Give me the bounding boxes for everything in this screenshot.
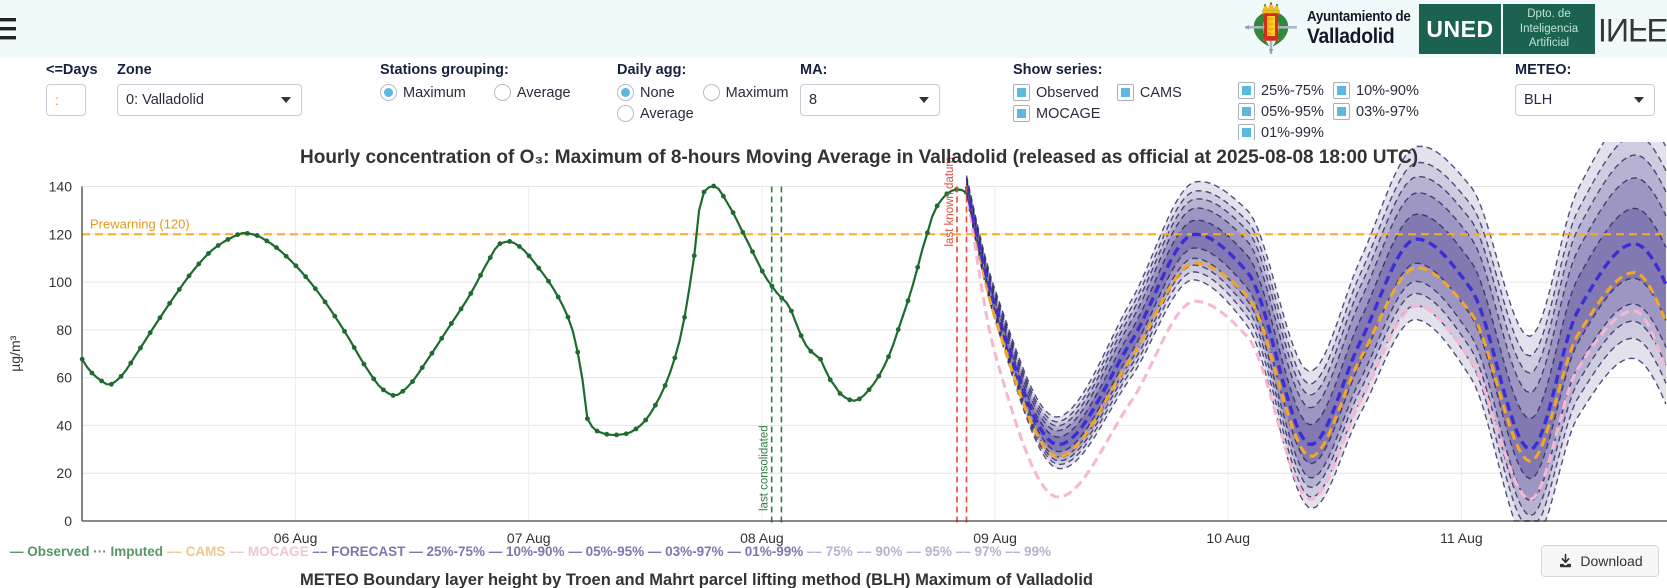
svg-text:Hourly concentration of O₃: Ma: Hourly concentration of O₃: Maximum of 8… (300, 147, 1418, 168)
svg-text:last consolidated: last consolidated (759, 425, 771, 511)
svg-text:40: 40 (56, 417, 72, 433)
svg-text:20: 20 (56, 465, 72, 481)
svg-text:µg/m³: µg/m³ (7, 335, 23, 371)
svg-text:100: 100 (49, 274, 73, 290)
svg-text:80: 80 (56, 322, 72, 338)
svg-text:60: 60 (56, 370, 72, 386)
svg-text:Prewarning (120): Prewarning (120) (90, 216, 190, 231)
svg-text:0: 0 (64, 513, 72, 529)
svg-text:120: 120 (49, 226, 73, 242)
svg-text:140: 140 (49, 179, 73, 195)
svg-text:last known datum: last known datum (944, 157, 956, 247)
